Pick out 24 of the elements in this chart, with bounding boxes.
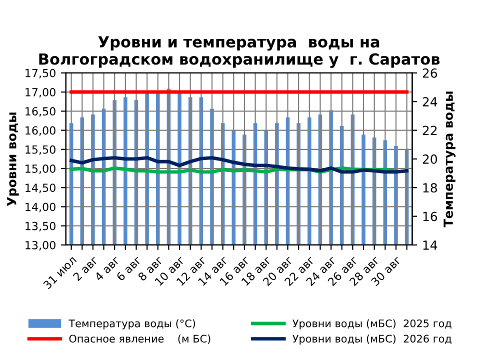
legend-label: Уровни воды (мБС) 2025 год [292,319,452,330]
y-tick-label: 15,00 [26,164,56,174]
y2-tick-label: 26 [422,68,438,78]
legend-label: Опасное явление (м БС) [69,334,210,344]
y2-axis-title: Температура воды [444,92,456,228]
y-tick-label: 14,00 [26,202,56,212]
y2-tick-label: 16 [423,212,438,222]
y-tick-label: 17,50 [26,68,56,78]
y2-tick-label: 14 [423,240,438,250]
y-tick-label: 17,00 [26,88,56,98]
y2-tick-label: 18 [423,183,437,193]
y-tick-label: 13,00 [26,240,56,250]
y-tick-label: 16,00 [26,126,56,136]
y-tick-label: 15,50 [26,145,56,155]
y-tick-label: 14,50 [26,184,56,194]
y2-tick-label: 22 [422,126,437,136]
y2-tick-label: 24 [422,97,438,106]
chart-title: Уровни и температура воды на Волгоградском водохранилище у г. Саратов [39,36,440,68]
y-tick-label: 13,50 [26,222,56,232]
y-tick-label: 16,50 [26,107,56,117]
y2-tick-label: 20 [422,154,438,164]
legend-label: Температура воды (°C) [68,319,196,330]
legend-label: Уровни воды (мБС) 2026 год [292,334,452,345]
y-axis-title: Уровни воды [7,112,19,206]
